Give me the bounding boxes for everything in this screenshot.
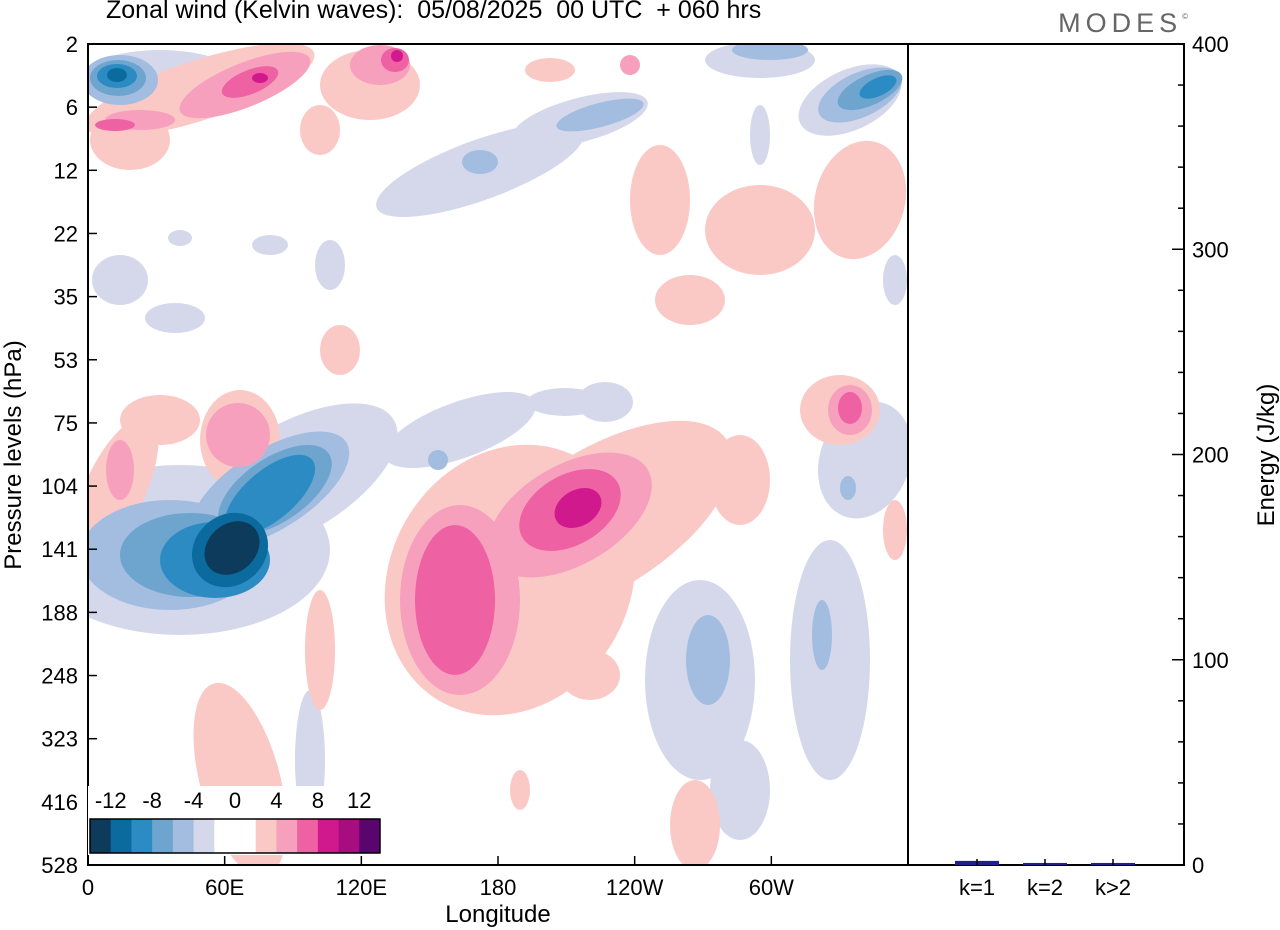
- colorbar-swatch: [90, 819, 112, 853]
- longitude-tick-label: 0: [82, 875, 94, 900]
- longitude-axis: 0 60E 120E 180 120W 60W: [82, 856, 794, 900]
- westerly-core-fill: [252, 50, 602, 528]
- colorbar-label: 4: [270, 788, 282, 813]
- colorbar-swatch: [359, 819, 381, 853]
- contour-field: [88, 44, 908, 865]
- longitude-tick-label: 180: [480, 875, 517, 900]
- colorbar-swatch: [255, 819, 277, 853]
- x-axis-label: Longitude: [445, 901, 550, 928]
- modes-logo: MODES©: [1058, 8, 1188, 39]
- colorbar-outline: [89, 818, 381, 854]
- energy-tick-label: 100: [1192, 648, 1229, 673]
- energy-tick-label: 0: [1192, 853, 1204, 878]
- colorbar-swatch: [214, 819, 236, 853]
- chart-title: Zonal wind (Kelvin waves): 05/08/2025 00…: [106, 0, 762, 24]
- pressure-tick-label: 2: [66, 32, 78, 57]
- pressure-tick-label: 416: [41, 790, 78, 815]
- colorbar-swatch: [235, 819, 257, 853]
- pressure-tick-label: 75: [54, 411, 78, 436]
- colorbar-label: -4: [184, 788, 204, 813]
- pressure-tick-label: 104: [41, 474, 78, 499]
- energy-axis-label: Energy (J/kg): [1253, 384, 1280, 527]
- brand-mark: ©: [1182, 12, 1188, 21]
- colorbar-swatch: [276, 819, 298, 853]
- pressure-tick-label: 141: [41, 537, 78, 562]
- energy-category-label: k=1: [959, 875, 995, 900]
- colorbar: -12 -8 -4 0 4 8 12: [88, 786, 382, 855]
- colorbar-swatch: [172, 819, 195, 853]
- colorbar-label: 8: [312, 788, 324, 813]
- pressure-tick-label: 35: [54, 285, 78, 310]
- colorbar-label: -12: [95, 788, 127, 813]
- pressure-axis: 2 6 12 22 35 53 75 104 141 188 248 323 416 528: [41, 32, 97, 878]
- pressure-tick-label: 248: [41, 664, 78, 689]
- pressure-tick-label: 53: [54, 348, 78, 373]
- colorbar-swatch: [317, 819, 340, 853]
- energy-plot-frame: [907, 43, 1185, 866]
- colorbar-label: -8: [142, 788, 162, 813]
- colorbar-label: 0: [229, 788, 241, 813]
- energy-bars: k=1 k=2 k>2: [955, 859, 1135, 900]
- longitude-tick-label: 60W: [749, 875, 794, 900]
- pressure-tick-label: 12: [54, 158, 78, 183]
- longitude-tick-label: 120E: [336, 875, 387, 900]
- energy-tick-label: 300: [1192, 237, 1229, 262]
- pressure-tick-label: 528: [41, 853, 78, 878]
- colorbar-swatch: [338, 819, 360, 853]
- pressure-tick-label: 22: [54, 221, 78, 246]
- easterly-core-fill: [204, 521, 260, 575]
- energy-axis: 0 100 200 300 400: [1172, 32, 1229, 878]
- energy-tick-label: 200: [1192, 443, 1229, 468]
- energy-tick-label: 400: [1192, 32, 1229, 57]
- energy-category-label: k>2: [1095, 875, 1131, 900]
- longitude-tick-label: 120W: [606, 875, 664, 900]
- colorbar-swatch: [152, 819, 174, 853]
- y-axis-label: Pressure levels (hPa): [0, 340, 27, 569]
- longitude-tick-label: 60E: [205, 875, 244, 900]
- pressure-tick-label: 188: [41, 600, 78, 625]
- colorbar-swatch: [110, 819, 132, 853]
- energy-category-label: k=2: [1027, 875, 1063, 900]
- colorbar-label: 12: [347, 788, 371, 813]
- pressure-tick-label: 6: [66, 95, 78, 120]
- colorbar-swatch: [193, 819, 215, 853]
- colorbar-swatch: [297, 819, 319, 853]
- brand-name: MODES: [1058, 8, 1183, 38]
- colorbar-swatch: [131, 819, 153, 853]
- pressure-tick-label: 323: [41, 727, 78, 752]
